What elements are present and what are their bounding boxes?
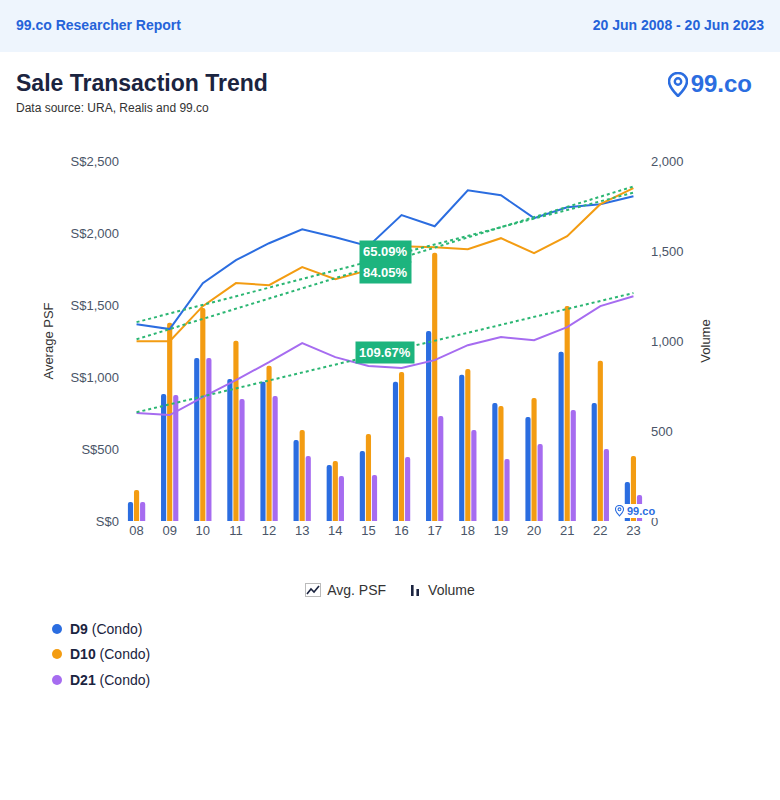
html-text:D10 (Condo): D10 (Condo) (70, 646, 151, 663)
svg-text:12: 12 (262, 523, 276, 538)
svg-text:16: 16 (394, 523, 408, 538)
html-text:D9 (Condo): D9 (Condo) (70, 620, 143, 637)
svg-text:09: 09 (162, 523, 176, 538)
svg-text:13: 13 (295, 523, 309, 538)
svg-text:18: 18 (461, 523, 475, 538)
svg-text:1,000: 1,000 (651, 334, 684, 349)
html-text:99.co: 99.co (627, 505, 656, 517)
html-text:Avg. PSF: Avg. PSF (327, 582, 387, 598)
svg-text:S$500: S$500 (81, 442, 119, 457)
html-text:Volume: Volume (428, 582, 475, 598)
svg-text:S$1,000: S$1,000 (71, 370, 119, 385)
svg-text:22: 22 (593, 523, 607, 538)
svg-text:2,000: 2,000 (651, 154, 684, 169)
svg-text:0: 0 (651, 513, 659, 529)
svg-text:11: 11 (229, 523, 243, 538)
svg-text:S$1,500: S$1,500 (71, 298, 119, 313)
html-text:99.co Researcher Report: 99.co Researcher Report (16, 17, 181, 33)
html-text:Data source: URA, Realis and 9: Data source: URA, Realis and 99.co (16, 101, 209, 115)
svg-text:15: 15 (361, 523, 375, 538)
svg-text:Average PSF: Average PSF (41, 302, 56, 379)
svg-text:S$0: S$0 (96, 514, 119, 529)
svg-text:65.09%: 65.09% (363, 244, 408, 259)
svg-text:21: 21 (560, 523, 574, 538)
svg-text:17: 17 (427, 523, 441, 538)
html-text:D21 (Condo): D21 (Condo) (70, 671, 151, 688)
svg-text:Volume: Volume (698, 319, 713, 362)
svg-text:84.05%: 84.05% (363, 265, 408, 280)
svg-text:500: 500 (651, 424, 673, 439)
svg-text:14: 14 (328, 523, 342, 538)
svg-text:10: 10 (196, 523, 210, 538)
svg-text:S$2,000: S$2,000 (71, 226, 119, 241)
svg-text:20: 20 (527, 523, 541, 538)
svg-text:S$2,500: S$2,500 (71, 154, 119, 169)
html-text:20 Jun 2008 - 20 Jun 2023: 20 Jun 2008 - 20 Jun 2023 (592, 17, 764, 33)
svg-text:23: 23 (626, 523, 640, 538)
html-text:99.co: 99.co (690, 70, 752, 97)
svg-text:08: 08 (129, 523, 143, 538)
svg-text:1,500: 1,500 (651, 244, 684, 259)
svg-text:19: 19 (494, 523, 508, 538)
html-text:Sale Transaction Trend: Sale Transaction Trend (16, 70, 268, 96)
svg-text:109.67%: 109.67% (359, 345, 411, 360)
